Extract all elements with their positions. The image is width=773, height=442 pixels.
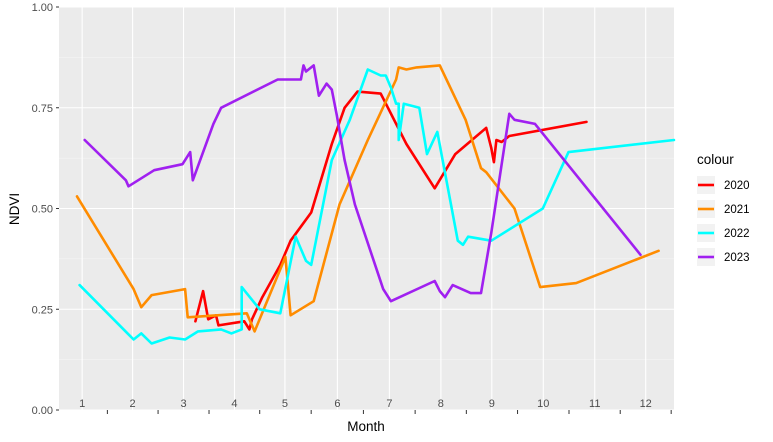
month-label: 6 xyxy=(334,398,340,410)
month-label: 7 xyxy=(386,398,392,410)
legend-label-2022: 2022 xyxy=(724,228,750,240)
month-label: 4 xyxy=(231,398,237,410)
legend-label-2020: 2020 xyxy=(724,180,750,192)
series-line-2021 xyxy=(75,64,660,333)
x-axis: 1 2 3 4 5 6 7 8 9 10 11 12 xyxy=(79,398,672,414)
month-label: 5 xyxy=(282,398,288,410)
y-tick-label: 0.75 xyxy=(32,103,53,115)
month-label: 1 xyxy=(79,398,85,410)
legend-label-2021: 2021 xyxy=(724,204,750,216)
y-axis: 0.00 0.25 0.50 0.75 1.00 xyxy=(32,2,59,417)
y-tick-label: 0.25 xyxy=(32,304,53,316)
legend: colour 2020 2021 2022 2023 xyxy=(697,152,750,266)
x-axis-title: Month xyxy=(347,419,385,434)
y-tick-label: 0.00 xyxy=(32,405,53,417)
month-label: 9 xyxy=(489,398,495,410)
y-tick-label: 0.50 xyxy=(32,204,53,216)
y-axis-title: NDVI xyxy=(7,193,22,225)
series-lines xyxy=(75,64,676,345)
y-tick-label: 1.00 xyxy=(32,2,53,14)
month-label: 2 xyxy=(130,398,136,410)
month-label: 12 xyxy=(640,398,652,410)
month-label: 11 xyxy=(589,398,600,410)
series-line-2022 xyxy=(78,68,676,345)
month-label: 10 xyxy=(537,398,549,410)
month-label: 3 xyxy=(180,398,186,410)
series-line-2023 xyxy=(83,64,642,303)
legend-title: colour xyxy=(697,152,734,167)
month-label: 8 xyxy=(438,398,444,410)
legend-label-2023: 2023 xyxy=(724,252,750,264)
